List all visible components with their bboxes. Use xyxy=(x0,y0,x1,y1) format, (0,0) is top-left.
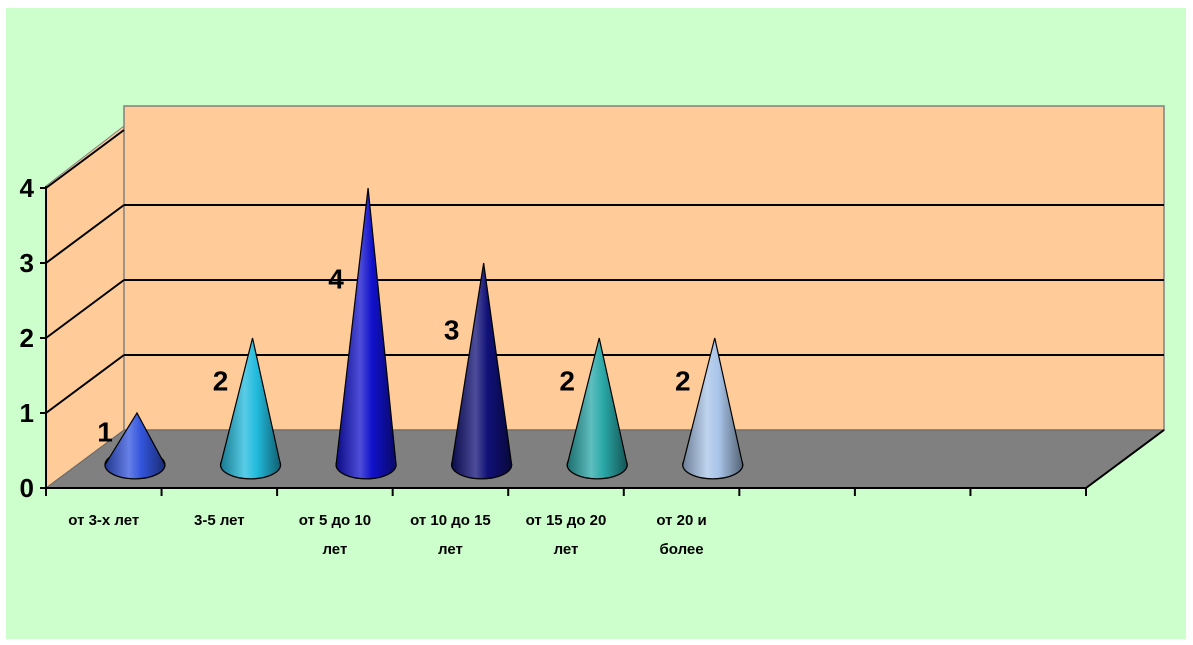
data-label: 3 xyxy=(444,315,460,346)
y-tick-label: 2 xyxy=(20,323,34,353)
x-category-label: 3-5 лет xyxy=(194,512,245,529)
y-tick-label: 3 xyxy=(20,248,34,278)
x-category-label: лет xyxy=(438,541,463,558)
axes xyxy=(40,186,1165,496)
x-category-label: от 10 до 15 xyxy=(410,512,491,529)
plot-walls xyxy=(45,105,1165,489)
cone-series xyxy=(104,187,744,480)
gridline-side xyxy=(45,354,125,414)
y-tick-label: 1 xyxy=(20,398,34,428)
cone-bar xyxy=(682,337,744,480)
data-label: 2 xyxy=(675,366,691,397)
cone-body xyxy=(335,187,397,480)
cone-bar xyxy=(219,337,282,480)
chart-area: 0 1 2 3 4 от 3-х лет 3-5 лет от 5 до 10 лет от 1… xyxy=(6,8,1186,639)
cone-body xyxy=(219,337,282,480)
gridline-side xyxy=(45,279,125,339)
x-category-label: лет xyxy=(554,541,579,558)
y-axis-tick-labels: 0 1 2 3 4 xyxy=(20,173,35,503)
x-category-label: от 3-х лет xyxy=(68,512,139,529)
x-category-label: лет xyxy=(322,541,347,558)
x-category-label: от 20 и xyxy=(656,512,706,529)
gridline-side xyxy=(45,204,125,264)
cone-bar xyxy=(566,337,628,480)
cone-chart: 0 1 2 3 4 от 3-х лет 3-5 лет от 5 до 10 лет от 1… xyxy=(6,8,1186,639)
cone-bar xyxy=(451,262,513,480)
back-wall xyxy=(123,105,1165,431)
cone-body xyxy=(566,337,628,480)
cone-body xyxy=(451,262,513,480)
x-category-label: от 15 до 20 xyxy=(526,512,607,529)
y-tick-label: 0 xyxy=(20,473,34,503)
data-labels: 1 2 4 3 2 2 xyxy=(97,264,690,448)
x-category-label: более xyxy=(660,541,704,558)
data-label: 2 xyxy=(213,366,229,397)
data-label: 4 xyxy=(328,264,344,295)
y-tick-label: 4 xyxy=(20,173,35,203)
cone-bar xyxy=(335,187,397,480)
x-axis-category-labels: от 3-х лет 3-5 лет от 5 до 10 лет от 10 до 1… xyxy=(68,512,706,558)
data-label: 1 xyxy=(97,417,113,448)
cone-bar xyxy=(104,411,166,480)
gridline-side xyxy=(45,129,125,189)
x-category-label: от 5 до 10 xyxy=(299,512,371,529)
cone-body xyxy=(104,411,166,480)
x-axis-depth-line xyxy=(1085,429,1165,489)
gridlines xyxy=(45,129,1164,414)
cone-body xyxy=(682,337,744,480)
data-label: 2 xyxy=(559,366,575,397)
